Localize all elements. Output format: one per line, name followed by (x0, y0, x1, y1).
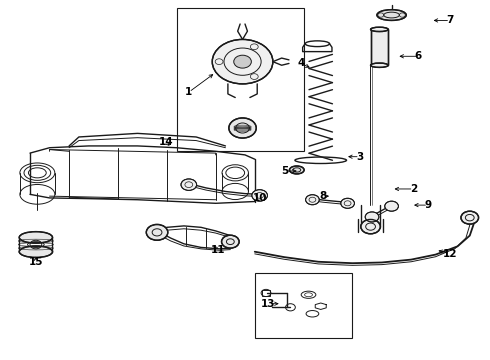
Text: 6: 6 (415, 51, 422, 61)
Text: 5: 5 (281, 166, 289, 176)
Text: 7: 7 (446, 15, 454, 26)
Text: 8: 8 (319, 191, 327, 201)
Circle shape (461, 211, 479, 224)
Text: 1: 1 (185, 87, 193, 97)
Ellipse shape (290, 166, 304, 174)
Text: 13: 13 (261, 299, 276, 309)
Circle shape (147, 225, 168, 240)
Bar (176, 8, 304, 151)
Circle shape (229, 118, 256, 138)
Text: 11: 11 (211, 245, 225, 255)
Text: 9: 9 (425, 200, 432, 210)
Text: 15: 15 (28, 257, 43, 267)
Bar (255, 273, 352, 338)
Bar (262, 290, 270, 296)
Text: 4: 4 (297, 58, 305, 68)
Ellipse shape (370, 63, 388, 67)
Ellipse shape (19, 246, 52, 257)
Text: 12: 12 (443, 248, 458, 258)
Ellipse shape (377, 10, 406, 21)
Text: 10: 10 (252, 193, 267, 203)
Circle shape (341, 198, 354, 208)
Circle shape (365, 212, 379, 222)
Ellipse shape (19, 231, 52, 243)
Text: 3: 3 (356, 152, 364, 162)
Circle shape (212, 40, 273, 84)
Bar (370, 30, 388, 65)
Ellipse shape (370, 27, 388, 32)
Circle shape (306, 195, 319, 205)
Circle shape (181, 179, 196, 190)
Text: 2: 2 (410, 184, 417, 194)
Circle shape (385, 201, 398, 211)
Text: 14: 14 (159, 138, 173, 147)
Circle shape (221, 235, 239, 248)
Circle shape (252, 190, 268, 201)
Circle shape (234, 55, 251, 68)
Bar (370, 30, 388, 65)
Circle shape (361, 220, 380, 234)
